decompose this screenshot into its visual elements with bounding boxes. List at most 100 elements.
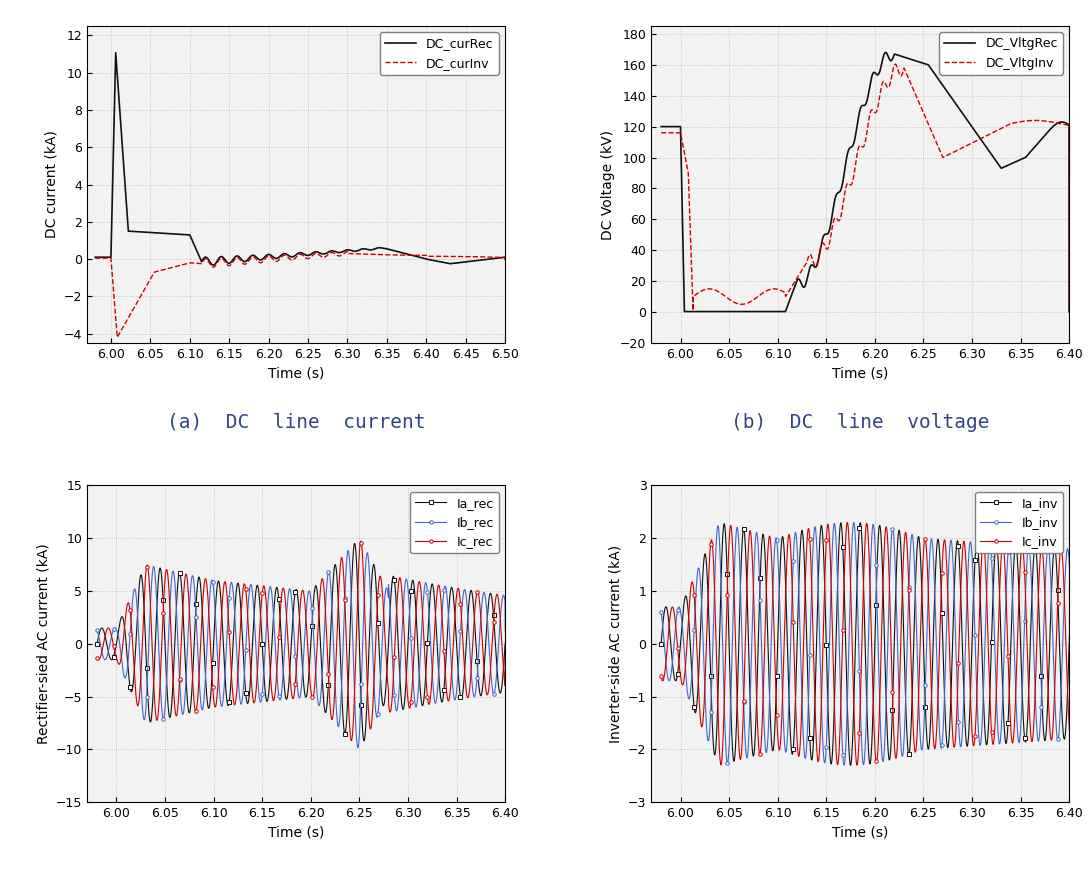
DC_curInv	[337, 249, 350, 259]
Ic_rec	[398, 651, 411, 662]
Ia_inv	[923, 732, 936, 742]
Ic_rec	[359, 636, 372, 646]
DC_VltgRec	[828, 195, 841, 206]
Ic_inv	[902, 585, 915, 596]
Ia_rec	[91, 638, 104, 649]
DC_curInv	[429, 251, 442, 262]
DC_VltgRec	[1034, 134, 1047, 145]
Ib_inv	[963, 542, 976, 552]
DC_curRec	[337, 246, 350, 256]
DC_curInv	[397, 250, 410, 261]
Ia_rec	[430, 631, 443, 642]
Line: Ic_rec: Ic_rec	[95, 539, 512, 742]
Ib_rec	[398, 577, 411, 588]
Ib_inv	[994, 731, 1007, 741]
DC_VltgRec	[831, 187, 844, 198]
Ia_inv	[835, 518, 848, 528]
Ic_inv	[813, 753, 826, 764]
DC_VltgInv	[1055, 119, 1068, 129]
Ib_rec	[503, 646, 516, 657]
DC_curInv	[88, 253, 101, 263]
Ic_rec	[345, 735, 358, 746]
X-axis label: Time (s): Time (s)	[832, 366, 888, 380]
Ia_rec	[166, 695, 179, 705]
DC_curRec	[164, 228, 177, 239]
Legend: DC_curRec, DC_curInv: DC_curRec, DC_curInv	[380, 32, 499, 75]
Ic_rec	[91, 652, 104, 663]
Ia_inv	[730, 729, 743, 739]
Ib_inv	[1067, 686, 1080, 697]
Ic_inv	[655, 671, 668, 681]
Ic_rec	[249, 696, 262, 706]
Ib_rec	[430, 693, 443, 704]
Legend: DC_VltgRec, DC_VltgInv: DC_VltgRec, DC_VltgInv	[939, 32, 1063, 75]
Y-axis label: DC Voltage (kV): DC Voltage (kV)	[600, 130, 614, 240]
Legend: Ia_inv, Ib_inv, Ic_inv: Ia_inv, Ib_inv, Ic_inv	[975, 492, 1063, 553]
Ic_inv	[963, 658, 976, 669]
DC_curInv	[110, 332, 123, 343]
Line: Ib_inv: Ib_inv	[659, 521, 1076, 766]
Ia_inv	[963, 716, 976, 726]
Ic_inv	[730, 658, 743, 669]
Legend: Ia_rec, Ib_rec, Ic_rec: Ia_rec, Ib_rec, Ic_rec	[410, 492, 499, 553]
Ia_inv	[813, 558, 826, 569]
Ib_rec	[166, 570, 179, 581]
DC_curInv	[503, 254, 516, 264]
Ib_inv	[848, 517, 861, 528]
Ic_inv	[994, 559, 1007, 569]
DC_VltgInv	[655, 127, 668, 138]
Line: Ic_inv: Ic_inv	[659, 521, 1076, 766]
Ic_rec	[503, 646, 516, 657]
Ia_rec	[249, 598, 262, 609]
DC_curRec	[109, 47, 122, 58]
DC_VltgInv	[955, 143, 968, 153]
DC_VltgRec	[1055, 117, 1068, 127]
DC_VltgInv	[828, 213, 841, 223]
Ia_inv	[994, 626, 1007, 637]
Ic_inv	[923, 635, 936, 645]
Ib_rec	[359, 559, 372, 569]
Line: DC_VltgRec: DC_VltgRec	[661, 52, 1074, 312]
Ic_inv	[841, 517, 854, 528]
Line: Ib_rec: Ib_rec	[95, 548, 512, 749]
Ib_rec	[341, 545, 355, 555]
Line: DC_curRec: DC_curRec	[95, 52, 509, 265]
Ib_inv	[923, 549, 936, 560]
Y-axis label: DC current (kA): DC current (kA)	[45, 131, 59, 238]
X-axis label: Time (s): Time (s)	[268, 366, 324, 380]
Ia_inv	[844, 760, 858, 771]
Ia_inv	[1067, 543, 1080, 554]
Text: (b)  DC  line  voltage: (b) DC line voltage	[731, 412, 990, 432]
Ic_inv	[851, 760, 864, 770]
Line: DC_VltgInv: DC_VltgInv	[661, 65, 1074, 312]
DC_VltgInv	[889, 59, 902, 70]
Ic_rec	[430, 591, 443, 602]
Ic_rec	[166, 651, 179, 661]
DC_VltgRec	[955, 106, 968, 117]
Ia_inv	[655, 638, 668, 649]
DC_curRec	[429, 255, 442, 266]
DC_VltgInv	[1063, 307, 1076, 317]
Ib_inv	[902, 582, 915, 592]
DC_VltgRec	[1067, 307, 1080, 317]
DC_VltgInv	[1034, 115, 1047, 126]
Ia_rec	[358, 736, 371, 746]
Ia_rec	[348, 538, 361, 548]
Ia_rec	[398, 688, 411, 698]
Ia_rec	[503, 623, 516, 633]
Ib_inv	[655, 607, 668, 617]
DC_curInv	[164, 262, 177, 273]
DC_curRec	[247, 250, 260, 261]
DC_VltgRec	[655, 121, 668, 132]
Ib_rec	[249, 621, 262, 631]
DC_curRec	[503, 254, 516, 264]
Ib_rec	[351, 742, 364, 753]
Ia_inv	[902, 749, 915, 760]
Ib_inv	[813, 604, 826, 615]
Y-axis label: Inverter-side AC current (kA): Inverter-side AC current (kA)	[609, 545, 623, 743]
DC_curInv	[247, 252, 260, 262]
DC_VltgInv	[851, 147, 864, 158]
DC_curInv	[340, 247, 353, 257]
DC_curRec	[88, 252, 101, 262]
Ic_inv	[1067, 686, 1080, 697]
